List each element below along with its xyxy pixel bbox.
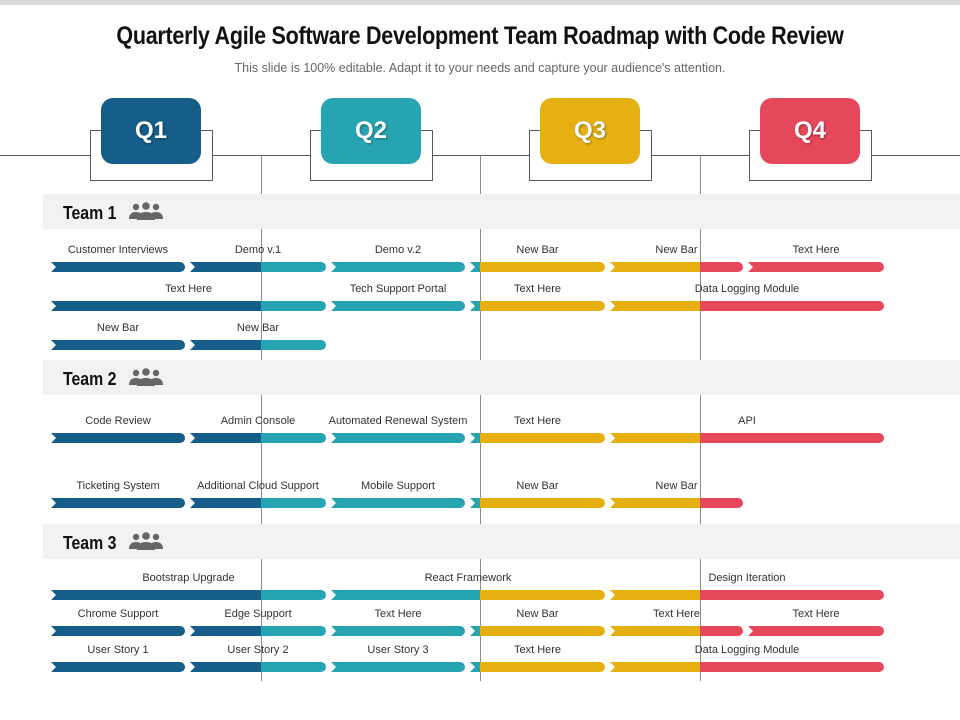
quarter-q2: Q2 [321,98,421,164]
bar-label: React Framework [424,572,512,584]
bar-label: Chrome Support [77,608,159,620]
roadmap-bar[interactable] [610,433,884,443]
bar-label: Automated Renewal System [328,415,468,427]
quarter-divider [700,155,701,681]
roadmap-bar[interactable] [331,662,465,672]
roadmap-bar[interactable] [51,433,185,443]
quarter-q4: Q4 [760,98,860,164]
bar-label: Mobile Support [361,480,435,492]
roadmap-bar[interactable] [190,433,326,443]
bar-label: Ticketing System [76,480,160,492]
bar-label: New Bar [96,322,140,334]
bar-label: Demo v.1 [234,244,282,256]
bar-label: User Story 2 [227,644,289,656]
bar-label: Text Here [792,244,840,256]
team-name: Team 1 [63,203,117,223]
roadmap-bar[interactable] [610,662,884,672]
bar-label: Code Review [85,415,151,427]
roadmap-bar[interactable] [610,301,884,311]
quarter-q1: Q1 [101,98,201,164]
roadmap-bar[interactable] [470,626,605,636]
bar-label: Text Here [374,608,422,620]
people-group-icon [128,532,164,555]
bar-label: New Bar [236,322,280,334]
roadmap-bar[interactable] [190,662,326,672]
roadmap-bar[interactable] [748,262,884,272]
roadmap-bar[interactable] [51,498,185,508]
bar-label: Customer Interviews [67,244,169,256]
bar-label: Text Here [164,283,213,295]
people-group-icon [128,368,164,391]
roadmap-bar[interactable] [51,662,185,672]
bar-label: Data Logging Module [694,283,800,295]
bar-label: Admin Console [220,415,296,427]
roadmap-bar[interactable] [610,590,884,600]
bar-label: Design Iteration [708,572,786,584]
bar-label: Text Here [792,608,840,620]
bar-label: Text Here [513,644,562,656]
bar-label: Data Logging Module [694,644,800,656]
quarter-divider [261,155,262,681]
roadmap-bar[interactable] [51,340,185,350]
roadmap-bar[interactable] [190,498,326,508]
bar-label: User Story 1 [87,644,149,656]
bar-label: Edge Support [224,608,292,620]
bar-label: New Bar [655,244,698,256]
bar-label: Additional Cloud Support [197,480,319,492]
roadmap-bar[interactable] [51,626,185,636]
roadmap-bar[interactable] [610,498,743,508]
roadmap-bar[interactable] [470,433,605,443]
bar-label: New Bar [516,608,559,620]
team-name: Team 3 [63,533,117,553]
top-border [0,0,960,5]
bar-label: Bootstrap Upgrade [142,572,235,584]
team-name: Team 2 [63,369,117,389]
quarter-q3: Q3 [540,98,640,164]
team-header: Team 3 [43,524,960,559]
team-header: Team 1 [43,194,960,229]
quarter-divider [480,155,481,681]
page-subtitle: This slide is 100% editable. Adapt it to… [234,61,726,75]
roadmap-bar[interactable] [748,626,884,636]
people-group-icon [128,202,164,225]
team-header: Team 2 [43,360,960,395]
roadmap-bar[interactable] [331,498,465,508]
roadmap-bar[interactable] [331,626,465,636]
roadmap-bar[interactable] [470,301,605,311]
roadmap-bar[interactable] [331,301,465,311]
page-title: Quarterly Agile Software Development Tea… [116,22,844,50]
roadmap-bar[interactable] [51,262,185,272]
roadmap-bar[interactable] [190,262,326,272]
roadmap-bar[interactable] [190,340,326,350]
bar-label: User Story 3 [367,644,429,656]
bar-label: Tech Support Portal [349,283,447,295]
bar-label: New Bar [516,244,559,256]
roadmap-bar[interactable] [51,590,326,600]
bar-label: Demo v.2 [374,244,422,256]
roadmap-bar[interactable] [470,662,605,672]
roadmap-bar[interactable] [470,262,605,272]
roadmap-bar[interactable] [190,626,326,636]
roadmap-bar[interactable] [610,626,743,636]
roadmap-bar[interactable] [331,262,465,272]
roadmap-bar[interactable] [51,301,326,311]
bar-label: Text Here [513,283,562,295]
bar-label: Text Here [652,608,701,620]
bar-label: New Bar [516,480,559,492]
roadmap-bar[interactable] [470,498,605,508]
roadmap-bar[interactable] [331,590,605,600]
bar-label: Text Here [513,415,562,427]
bar-label: New Bar [655,480,698,492]
roadmap-bar[interactable] [610,262,743,272]
roadmap-bar[interactable] [331,433,465,443]
bar-label: API [738,415,756,427]
